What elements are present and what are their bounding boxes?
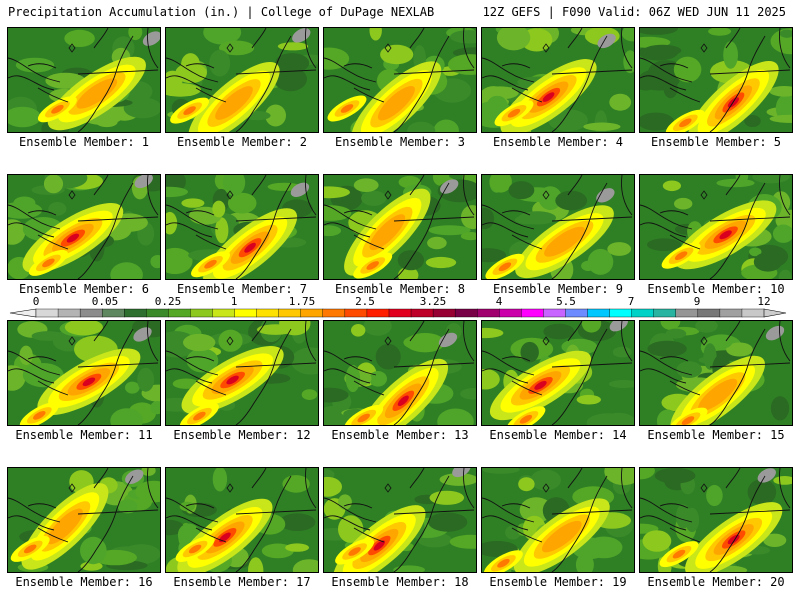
colorbar-swatch	[587, 308, 611, 318]
colorbar-swatch	[697, 308, 721, 318]
ensemble-map-7	[165, 174, 319, 280]
ensemble-member-caption: Ensemble Member: 13	[331, 428, 469, 442]
colorbar-tick-label: 4	[496, 295, 503, 308]
ensemble-map-6	[7, 174, 161, 280]
colorbar-tick-label: 0.05	[92, 295, 119, 308]
ensemble-map-16	[7, 467, 161, 573]
colorbar-swatch	[675, 308, 699, 318]
colorbar-swatch	[57, 308, 81, 318]
ensemble-member-caption: Ensemble Member: 7	[176, 282, 308, 296]
colorbar-swatch	[256, 308, 280, 318]
colorbar-swatch	[388, 308, 412, 318]
ensemble-member-caption: Ensemble Member: 10	[647, 282, 785, 296]
colorbar-tick-label: 2.5	[355, 295, 375, 308]
ensemble-member-caption: Ensemble Member: 16	[15, 575, 153, 589]
colorbar-tick-label: 5.5	[556, 295, 576, 308]
colorbar-min-arrow	[9, 308, 37, 318]
ensemble-map-19	[481, 467, 635, 573]
colorbar-swatch	[609, 308, 633, 318]
ensemble-member-caption: Ensemble Member: 18	[331, 575, 469, 589]
ensemble-map-18	[323, 467, 477, 573]
ensemble-member-caption: Ensemble Member: 6	[18, 282, 150, 296]
ensemble-map-10	[639, 174, 793, 280]
ensemble-member-caption: Ensemble Member: 8	[334, 282, 466, 296]
ensemble-member-caption: Ensemble Member: 2	[176, 135, 308, 149]
colorbar-swatch	[322, 308, 346, 318]
ensemble-map-4	[481, 27, 635, 133]
ensemble-map-9	[481, 174, 635, 280]
ensemble-map-3	[323, 27, 477, 133]
ensemble-map-8	[323, 174, 477, 280]
precipitation-colorbar: 0 0.05 0.25 1 1.75 2.5 3.25 4 5.5 7 9 12	[9, 295, 787, 318]
ensemble-map-14	[481, 320, 635, 426]
ensemble-map-15	[639, 320, 793, 426]
colorbar-swatch	[410, 308, 434, 318]
ensemble-map-11	[7, 320, 161, 426]
colorbar-tick-label: 1.75	[289, 295, 316, 308]
colorbar-swatch	[101, 308, 125, 318]
colorbar-tick-label: 3.25	[420, 295, 447, 308]
colorbar-swatch	[168, 308, 191, 318]
colorbar-swatch	[146, 308, 169, 318]
colorbar-swatch	[631, 308, 655, 318]
colorbar-swatch	[565, 308, 589, 318]
colorbar-tick-label: 12	[757, 295, 770, 308]
ensemble-member-caption: Ensemble Member: 4	[492, 135, 624, 149]
colorbar-swatch	[499, 308, 522, 318]
colorbar-tick-label: 0.25	[155, 295, 182, 308]
model-valid-time: 12Z GEFS | F090 Valid: 06Z WED JUN 11 20…	[482, 5, 786, 19]
ensemble-map-13	[323, 320, 477, 426]
ensemble-map-1	[7, 27, 161, 133]
product-title: Precipitation Accumulation (in.) | Colle…	[8, 5, 435, 19]
ensemble-map-17	[165, 467, 319, 573]
ensemble-member-caption: Ensemble Member: 20	[647, 575, 785, 589]
colorbar-swatch	[543, 308, 566, 318]
colorbar-swatch	[741, 308, 765, 318]
colorbar-swatch	[35, 308, 59, 318]
colorbar-tick-label: 9	[694, 295, 701, 308]
colorbar-swatch	[432, 308, 456, 318]
colorbar-max-arrow	[763, 308, 787, 318]
colorbar-tick-label: 0	[33, 295, 40, 308]
colorbar-swatch	[477, 308, 500, 318]
colorbar-swatch	[344, 308, 368, 318]
ensemble-member-caption: Ensemble Member: 12	[173, 428, 311, 442]
ensemble-map-5	[639, 27, 793, 133]
ensemble-member-caption: Ensemble Member: 15	[647, 428, 785, 442]
colorbar-swatch	[212, 308, 236, 318]
ensemble-member-caption: Ensemble Member: 5	[650, 135, 782, 149]
colorbar-swatch	[190, 308, 213, 318]
ensemble-member-caption: Ensemble Member: 1	[18, 135, 150, 149]
ensemble-member-caption: Ensemble Member: 14	[489, 428, 627, 442]
ensemble-member-caption: Ensemble Member: 19	[489, 575, 627, 589]
colorbar-swatch	[719, 308, 743, 318]
colorbar-tick-label: 1	[231, 295, 238, 308]
ensemble-map-2	[165, 27, 319, 133]
ensemble-member-caption: Ensemble Member: 3	[334, 135, 466, 149]
colorbar-swatch	[454, 308, 478, 318]
colorbar-swatch	[124, 308, 147, 318]
ensemble-member-caption: Ensemble Member: 9	[492, 282, 624, 296]
colorbar-swatch	[278, 308, 302, 318]
colorbar-swatch	[366, 308, 390, 318]
colorbar-swatch	[79, 308, 103, 318]
colorbar-swatch	[521, 308, 544, 318]
ensemble-map-12	[165, 320, 319, 426]
colorbar-swatch	[300, 308, 324, 318]
ensemble-member-caption: Ensemble Member: 11	[15, 428, 153, 442]
colorbar-swatch	[234, 308, 258, 318]
colorbar-tick-label: 7	[628, 295, 635, 308]
ensemble-map-20	[639, 467, 793, 573]
colorbar-swatch	[653, 308, 677, 318]
ensemble-member-caption: Ensemble Member: 17	[173, 575, 311, 589]
